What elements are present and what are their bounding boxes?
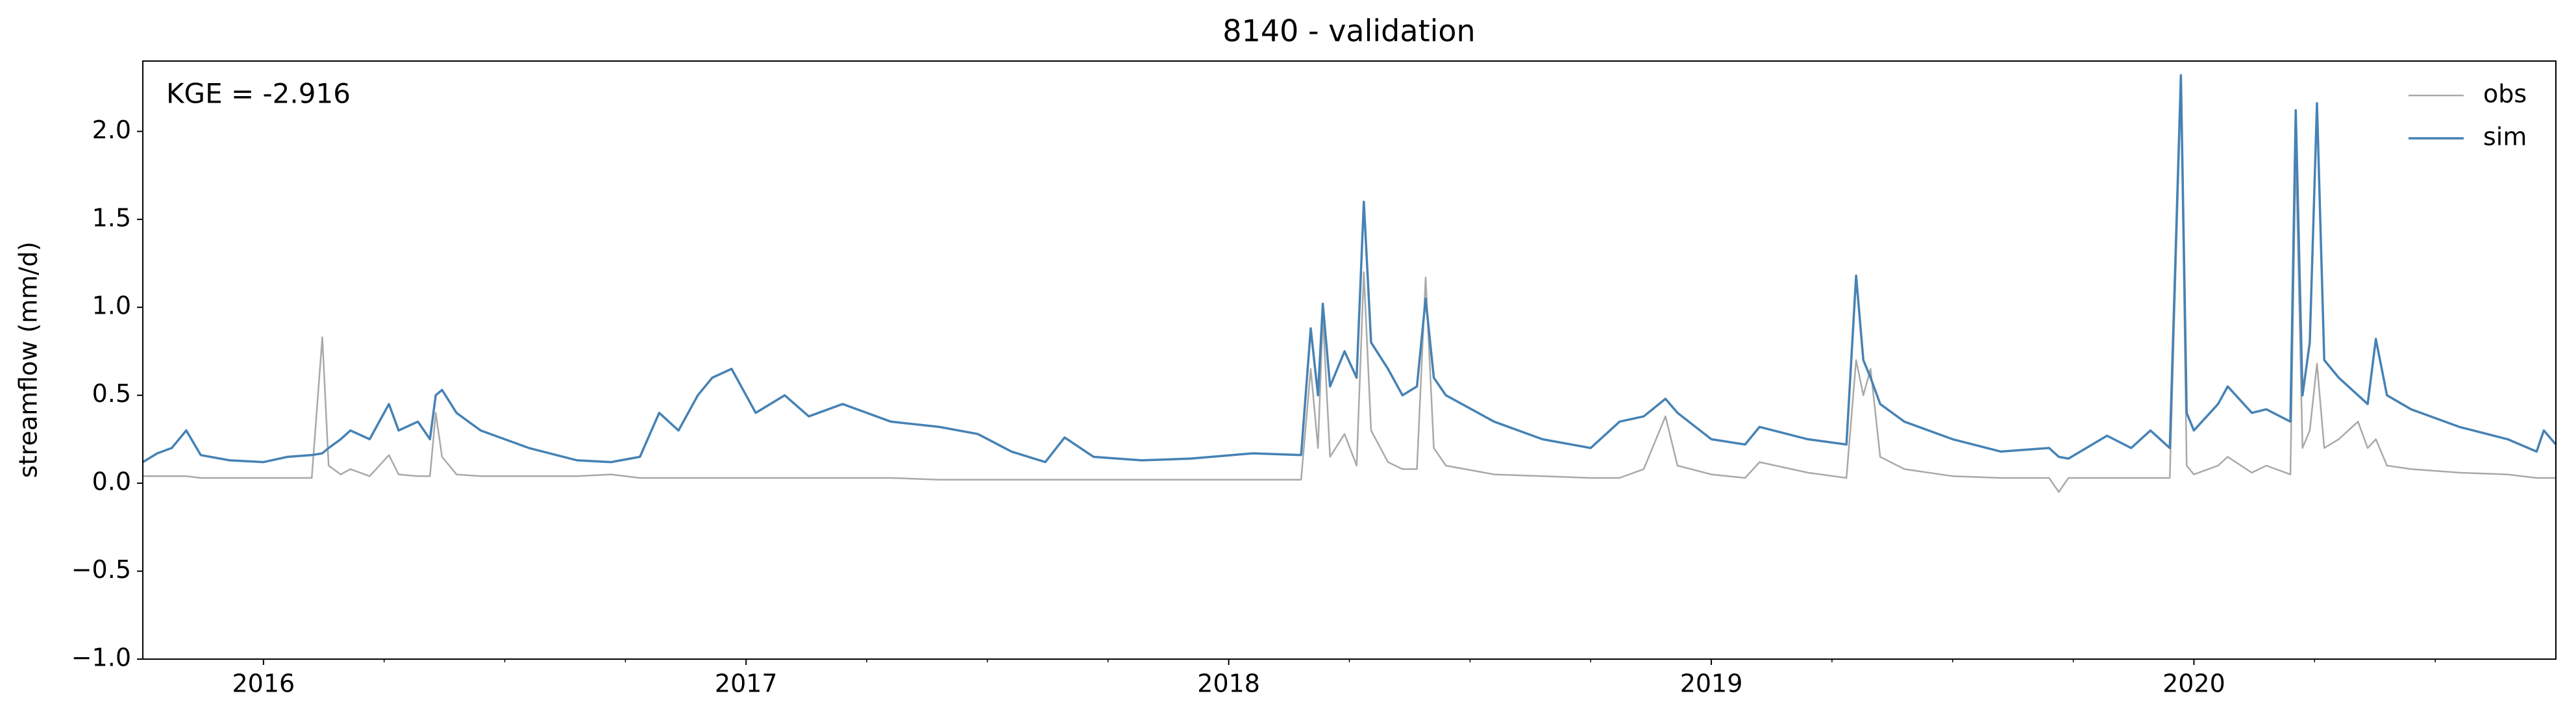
line-series [143, 86, 2556, 493]
y-tick-label: 1.5 [92, 203, 131, 232]
x-tick-label: 2019 [1680, 670, 1743, 698]
y-tick-label: −1.0 [71, 644, 131, 672]
y-tick-label: 0.5 [92, 379, 131, 408]
x-tick-label: 2016 [232, 670, 295, 698]
x-tick-label: 2017 [715, 670, 778, 698]
annotation: KGE = -2.916 [166, 78, 351, 110]
y-tick-label: 1.0 [92, 292, 131, 320]
y-axis-label: streamflow (mm/d) [14, 242, 43, 478]
y-tick-label: −0.5 [71, 555, 131, 584]
chart-title: 8140 - validation [1222, 14, 1475, 49]
legend-label: obs [2483, 80, 2527, 108]
legend-label: sim [2483, 123, 2527, 151]
line-series [142, 73, 2557, 464]
x-tick-label: 2018 [1197, 670, 1260, 698]
x-tick-label: 2020 [2162, 670, 2225, 698]
plot-frame [142, 60, 2557, 660]
y-tick-label: 2.0 [92, 116, 131, 144]
y-tick-label: 0.0 [92, 468, 131, 496]
